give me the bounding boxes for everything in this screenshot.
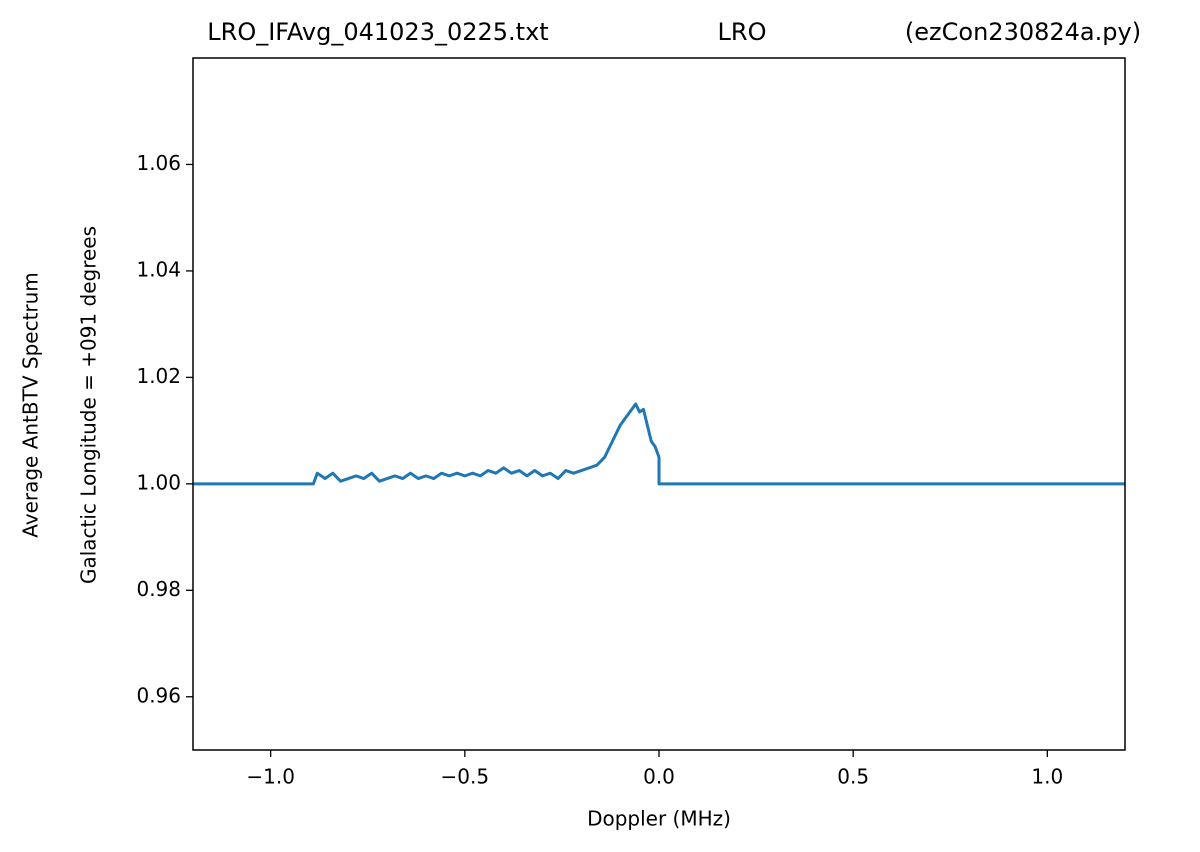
y-tick-label: 1.02	[136, 364, 181, 388]
x-axis-label: Doppler (MHz)	[587, 807, 731, 831]
x-tick-label: −1.0	[246, 765, 295, 789]
chart-title: (ezCon230824a.py)	[905, 18, 1141, 46]
y-tick-label: 0.96	[136, 683, 181, 707]
y-axis-label: Average AntBTV Spectrum	[19, 272, 43, 538]
y-tick-label: 1.04	[136, 257, 181, 281]
y-axis-label: Galactic Longitude = +091 degrees	[77, 226, 101, 584]
y-tick-label: 1.00	[136, 470, 181, 494]
x-tick-label: 0.0	[643, 765, 675, 789]
data-line	[193, 402, 1125, 486]
chart-title: LRO	[718, 18, 767, 46]
x-tick-label: 1.0	[1031, 765, 1063, 789]
y-tick-label: 0.98	[136, 577, 181, 601]
x-tick-label: −0.5	[441, 765, 490, 789]
plot-frame	[192, 57, 1126, 751]
x-tick-label: 0.5	[837, 765, 869, 789]
chart-title: LRO_IFAvg_041023_0225.txt	[207, 18, 548, 46]
y-tick-label: 1.06	[136, 151, 181, 175]
